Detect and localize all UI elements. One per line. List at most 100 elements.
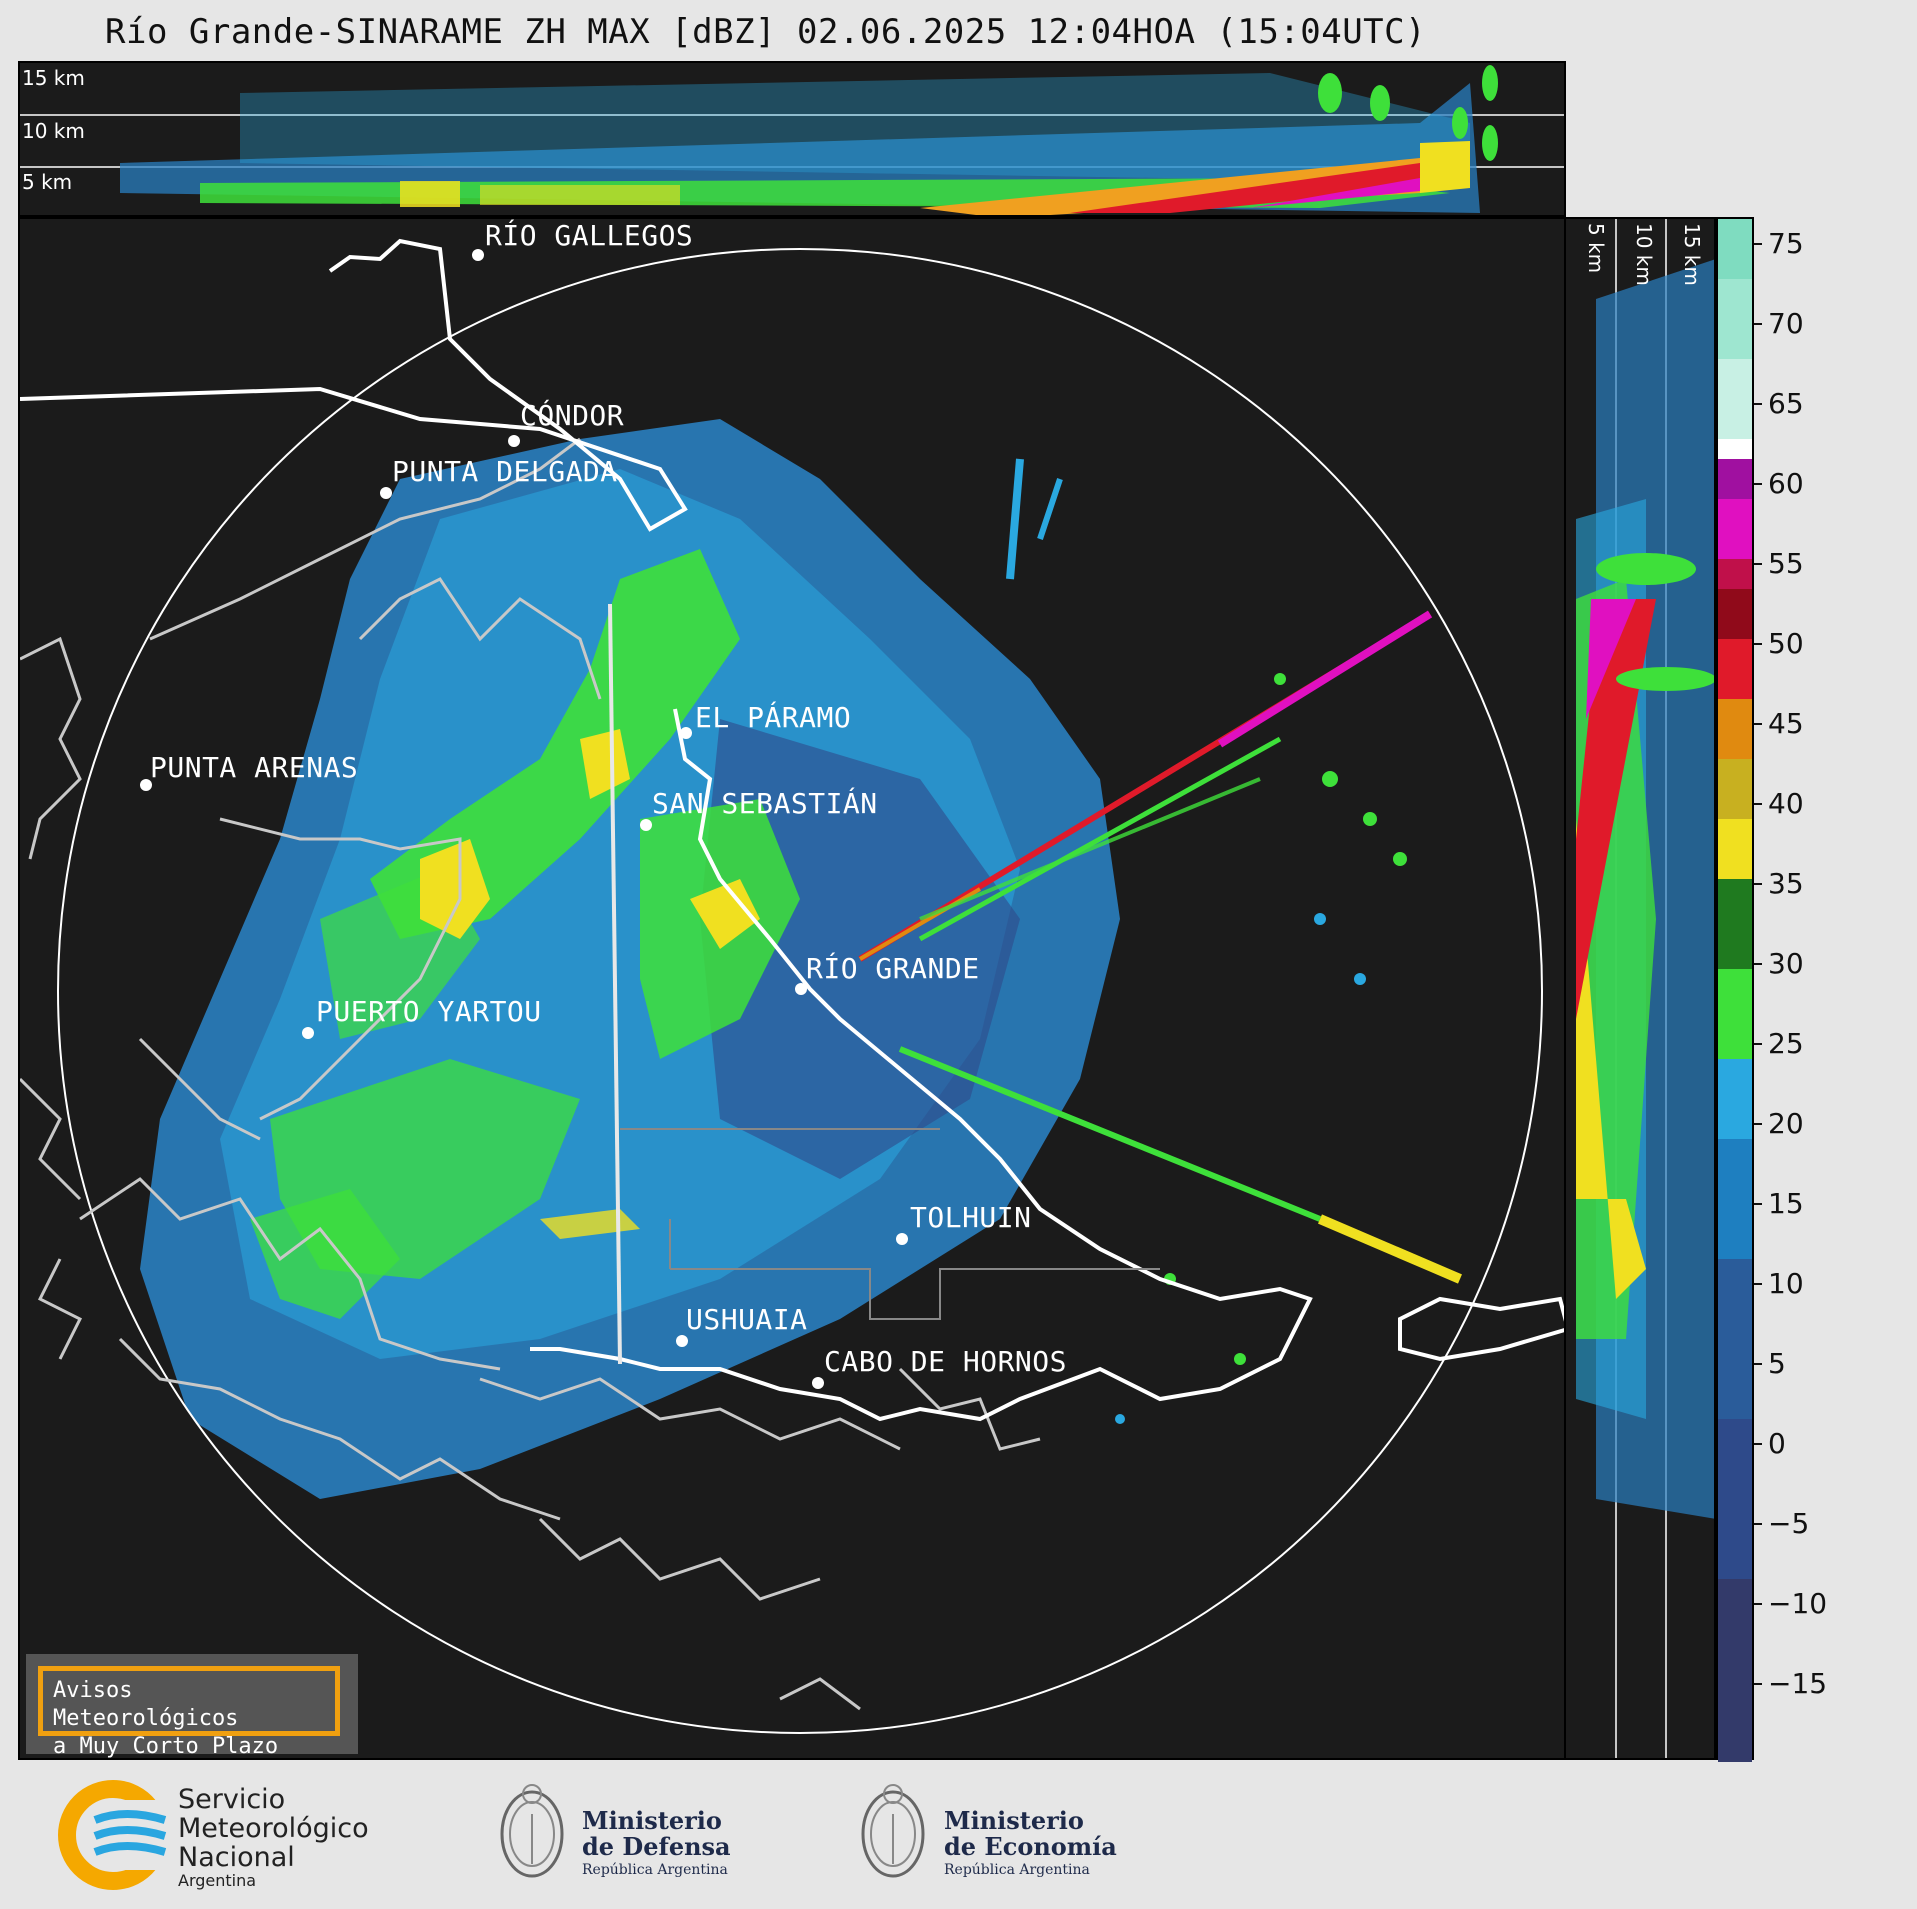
tick-label-40: 40	[1768, 787, 1804, 820]
tick-20	[1754, 1123, 1762, 1125]
height-label-15km: 15 km	[22, 66, 85, 90]
defensa-sub: República Argentina	[582, 1862, 728, 1878]
city-dot-punta-arenas	[140, 779, 152, 791]
defensa-shield-icon	[500, 1784, 564, 1878]
city-label-punta-delgada[interactable]: PUNTA DELGADA	[392, 455, 618, 488]
radar-map: RÍO GALLEGOS CÓNDOR PUNTA DELGADA EL PÁR…	[18, 217, 1566, 1760]
dbz-colorbar	[1716, 217, 1754, 1762]
economia-line2: de Economía	[944, 1832, 1117, 1861]
cb-seg-35	[1718, 759, 1752, 819]
city-label-el-paramo[interactable]: EL PÁRAMO	[695, 701, 852, 734]
smn-logo-icon	[58, 1780, 173, 1890]
cb-seg-20	[1718, 969, 1752, 1059]
smn-line2: Meteorológico	[178, 1813, 369, 1844]
economia-shield-icon	[861, 1784, 925, 1878]
radar-echo-graphic	[20, 238, 1564, 1734]
tick-65	[1754, 403, 1762, 405]
cb-seg-60	[1718, 439, 1752, 459]
tick-label-m5: −5	[1768, 1507, 1810, 1540]
tick-label-10: 10	[1768, 1267, 1804, 1300]
city-dot-san-sebastian	[640, 819, 652, 831]
city-label-puerto-yartou[interactable]: PUERTO YARTOU	[316, 995, 542, 1028]
tick-m15	[1754, 1683, 1762, 1685]
tick-label-15: 15	[1768, 1187, 1804, 1220]
cb-seg-30	[1718, 819, 1752, 879]
city-label-tolhuin[interactable]: TOLHUIN	[910, 1201, 1032, 1234]
city-label-san-sebastian[interactable]: SAN SEBASTIÁN	[652, 787, 878, 820]
side-profile-graphic	[1576, 219, 1714, 1758]
cb-seg-47	[1718, 589, 1752, 639]
tick-label-30: 30	[1768, 947, 1804, 980]
tick-0	[1754, 1443, 1762, 1445]
tick-label-0: 0	[1768, 1427, 1786, 1460]
cb-seg-65	[1718, 359, 1752, 439]
tick-label-20: 20	[1768, 1107, 1804, 1140]
tick-50	[1754, 643, 1762, 645]
tick-label-45: 45	[1768, 707, 1804, 740]
warning-box-text[interactable]: Avisos Meteorológicos a Muy Corto Plazo	[38, 1666, 340, 1758]
tick-70	[1754, 323, 1762, 325]
tick-label-25: 25	[1768, 1027, 1804, 1060]
smn-line3: Nacional	[178, 1842, 295, 1873]
city-label-cabo-de-hornos[interactable]: CABO DE HORNOS	[824, 1345, 1068, 1378]
cb-seg-m10	[1718, 1419, 1752, 1579]
city-label-rio-gallegos[interactable]: RÍO GALLEGOS	[485, 219, 694, 252]
city-label-punta-arenas[interactable]: PUNTA ARENAS	[150, 751, 359, 784]
cb-seg-25	[1718, 879, 1752, 969]
tick-45	[1754, 723, 1762, 725]
warning-line2: a Muy Corto Plazo	[53, 1734, 279, 1759]
top-profile-graphic	[20, 65, 1564, 215]
side-height-label-10km: 10 km	[1632, 223, 1656, 286]
city-dot-rio-gallegos	[472, 249, 484, 261]
tick-75	[1754, 243, 1762, 245]
cb-seg-57	[1718, 459, 1752, 499]
cb-seg-43	[1718, 639, 1752, 699]
height-label-5km: 5 km	[22, 170, 73, 194]
cb-seg-10	[1718, 1139, 1752, 1259]
city-dot-puerto-yartou	[302, 1027, 314, 1039]
side-height-label-15km: 15 km	[1680, 223, 1704, 286]
economia-line1: Ministerio	[944, 1806, 1084, 1835]
city-label-condor[interactable]: CÓNDOR	[520, 399, 625, 432]
smn-line1: Servicio	[178, 1784, 286, 1815]
economia-sub: República Argentina	[944, 1862, 1090, 1878]
cb-seg-40	[1718, 699, 1752, 759]
defensa-line2: de Defensa	[582, 1832, 731, 1861]
tick-label-5: 5	[1768, 1347, 1786, 1380]
city-label-ushuaia[interactable]: USHUAIA	[686, 1303, 808, 1336]
city-dot-ushuaia	[676, 1335, 688, 1347]
tick-55	[1754, 563, 1762, 565]
tick-label-35: 35	[1768, 867, 1804, 900]
tick-label-50: 50	[1768, 627, 1804, 660]
tick-m5	[1754, 1523, 1762, 1525]
top-height-profile: 15 km 10 km 5 km	[18, 61, 1566, 217]
city-dot-condor	[508, 435, 520, 447]
tick-m10	[1754, 1603, 1762, 1605]
smn-line4: Argentina	[178, 1871, 257, 1890]
city-dot-cabo-de-hornos	[812, 1377, 824, 1389]
tick-35	[1754, 883, 1762, 885]
tick-10	[1754, 1283, 1762, 1285]
city-dot-tolhuin	[896, 1233, 908, 1245]
height-label-10km: 10 km	[22, 119, 85, 143]
tick-60	[1754, 483, 1762, 485]
city-dot-rio-grande	[795, 983, 807, 995]
cb-seg-70	[1718, 279, 1752, 359]
tick-label-55: 55	[1768, 547, 1804, 580]
tick-label-m15: −15	[1768, 1667, 1828, 1700]
tick-5	[1754, 1363, 1762, 1365]
tick-label-70: 70	[1768, 307, 1804, 340]
city-label-rio-grande[interactable]: RÍO GRANDE	[806, 952, 980, 985]
cb-seg-53	[1718, 499, 1752, 559]
tick-15	[1754, 1203, 1762, 1205]
tick-40	[1754, 803, 1762, 805]
cb-seg-15	[1718, 1059, 1752, 1139]
tick-label-m10: −10	[1768, 1587, 1828, 1620]
side-height-label-5km: 5 km	[1584, 223, 1608, 274]
cb-seg-m15	[1718, 1579, 1752, 1762]
map-title: Río Grande-SINARAME ZH MAX [dBZ] 02.06.2…	[105, 12, 1427, 52]
city-dot-punta-delgada	[380, 487, 392, 499]
tick-label-65: 65	[1768, 387, 1804, 420]
defensa-line1: Ministerio	[582, 1806, 722, 1835]
warning-line1: Avisos Meteorológicos	[53, 1678, 239, 1731]
